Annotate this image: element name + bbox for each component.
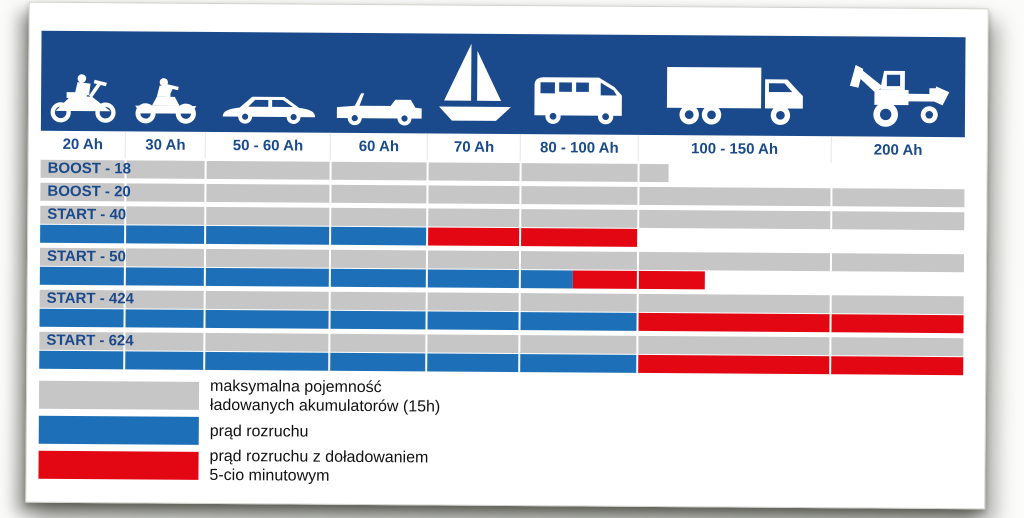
- product-label: START - 50: [46, 247, 126, 266]
- vehicle-column-motorcycle: [41, 31, 127, 132]
- legend-label: maksymalna pojemność ładowanych akumulato…: [210, 377, 441, 417]
- vehicle-column-backhoe: [832, 36, 966, 137]
- chart-row-start-40: START - 40: [40, 205, 965, 249]
- product-label: BOOST - 20: [47, 182, 131, 201]
- legend-label-line: ładowanych akumulatorów (15h): [209, 396, 441, 416]
- backhoe-loader-icon: [849, 65, 950, 127]
- car-icon: [222, 96, 315, 124]
- bar-segment-blue: [39, 350, 638, 373]
- capacity-label: 20 Ah: [40, 130, 126, 159]
- jeep-icon: [336, 93, 422, 126]
- vehicle-column-sailboat: [428, 33, 522, 134]
- legend: maksymalna pojemność ładowanych akumulato…: [38, 377, 963, 487]
- vehicle-column-truck: [639, 35, 833, 136]
- legend-item-blue: prąd rozruchu: [38, 415, 963, 451]
- legend-label-line: prąd rozruchu: [209, 422, 309, 441]
- legend-item-red: prąd rozruchu z doładowaniem 5-cio minuto…: [38, 447, 962, 487]
- chart-row-start-50: START - 50: [39, 247, 965, 291]
- capacity-label: 80 - 100 Ah: [521, 134, 639, 162]
- legend-swatch-blue: [38, 415, 199, 445]
- chart-row-boost-18: BOOST - 18: [40, 159, 965, 184]
- legend-swatch-red: [38, 450, 199, 480]
- vehicle-column-atv: [126, 31, 207, 132]
- chart-row-boost-20: BOOST - 20: [40, 182, 965, 208]
- capacity-header-row: 20 Ah 30 Ah 50 - 60 Ah 60 Ah 70 Ah 80 - 100 A…: [40, 130, 965, 164]
- legend-swatch-gray: [38, 380, 200, 410]
- capacity-label: 200 Ah: [873, 141, 923, 159]
- max-capacity-bar: BOOST - 18: [40, 159, 965, 184]
- legend-label: prąd rozruchu: [210, 421, 309, 441]
- chart-bars: BOOST - 18 BOOST - 20 START - 40 START - 50…: [39, 159, 965, 376]
- motorcycle-icon: [50, 74, 116, 123]
- legend-label: prąd rozruchu z doładowaniem 5-cio minuto…: [209, 447, 428, 487]
- bar-segment-blue: [40, 224, 428, 246]
- max-capacity-bar: BOOST - 20: [40, 182, 965, 208]
- chart-content: 20 Ah 30 Ah 50 - 60 Ah 60 Ah 70 Ah 80 - 100 A…: [38, 30, 966, 487]
- bar-segment-gray: [40, 182, 965, 208]
- product-label: START - 424: [46, 289, 134, 308]
- bar-segment-blue: [39, 266, 574, 289]
- vehicle-icon-band: [40, 30, 966, 138]
- sailboat-icon: [438, 43, 511, 121]
- legend-label-line: 5-cio minutowym: [209, 466, 330, 485]
- product-label: BOOST - 18: [47, 159, 132, 178]
- bar-segment-gray: [40, 159, 669, 183]
- product-label: START - 40: [47, 205, 127, 224]
- legend-label-line: maksymalna pojemność: [210, 377, 382, 397]
- capacity-label: 60 Ah: [330, 132, 428, 161]
- legend-item-gray: maksymalna pojemność ładowanych akumulato…: [38, 377, 963, 417]
- vehicle-column-jeep: [331, 33, 429, 134]
- capacity-label: 100 - 150 Ah: [638, 134, 832, 164]
- product-label: START - 624: [46, 331, 134, 350]
- battery-charger-compatibility-chart: 20 Ah 30 Ah 50 - 60 Ah 60 Ah 70 Ah 80 - 100 A…: [25, 1, 989, 510]
- atv-quad-icon: [135, 78, 197, 124]
- capacity-label: 70 Ah: [427, 133, 522, 162]
- truck-icon: [666, 66, 803, 126]
- vehicle-column-camper: [521, 34, 639, 135]
- bar-segment-red: [636, 354, 964, 376]
- capacity-label: 50 - 60 Ah: [206, 131, 331, 160]
- bar-segment-red: [572, 270, 706, 290]
- bar-segment-red: [637, 312, 964, 334]
- chart-row-start-624: START - 624: [39, 331, 964, 376]
- capacity-label: 30 Ah: [125, 131, 207, 159]
- legend-label-line: prąd rozruchu z doładowaniem: [209, 447, 429, 467]
- bar-segment-red: [427, 227, 639, 247]
- bar-segment-blue: [39, 308, 638, 331]
- vehicle-column-car: [206, 32, 331, 133]
- camper-van-icon: [534, 77, 623, 125]
- chart-row-start-424: START - 424: [39, 289, 964, 334]
